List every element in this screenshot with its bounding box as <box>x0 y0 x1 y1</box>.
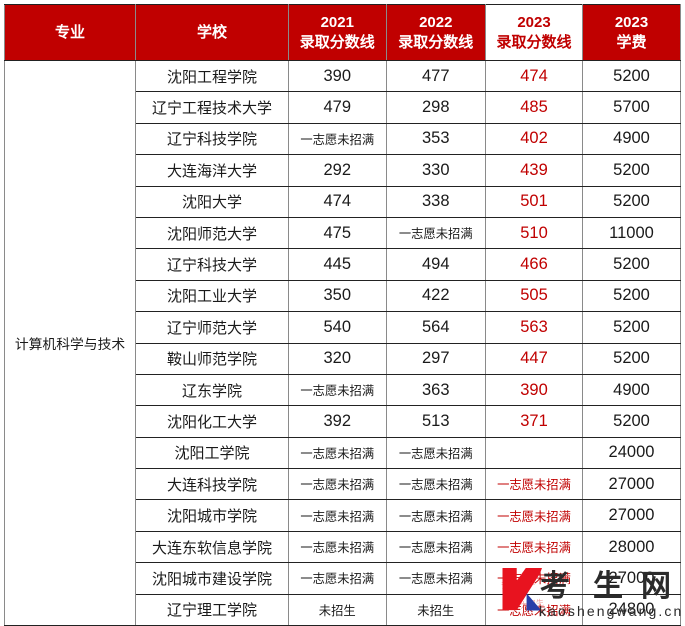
svg-text:kaoshengwang.cn: kaoshengwang.cn <box>539 603 683 619</box>
svg-text:考生网: 考生网 <box>540 570 671 603</box>
